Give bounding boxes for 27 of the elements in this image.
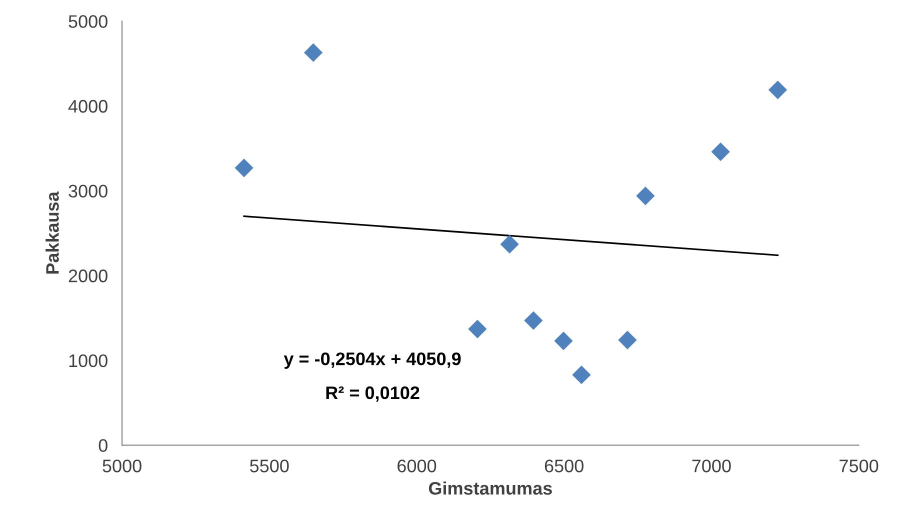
point <box>234 158 254 178</box>
y-tick-label: 2000 <box>68 270 108 282</box>
y-tick-label: 5000 <box>68 15 108 28</box>
x-tick-label: 7000 <box>692 460 731 472</box>
x-tick-label: 5500 <box>250 460 289 472</box>
y-tick-label: 1000 <box>69 354 108 368</box>
annotation: R² = 0,0102 <box>326 386 420 402</box>
point <box>636 186 655 206</box>
y-axis-title: Pakkausa <box>46 191 59 274</box>
y-tick-label: 0 <box>98 439 108 452</box>
point <box>618 330 637 350</box>
point <box>500 234 519 254</box>
x-axis-title: Gimstamumas <box>428 481 552 495</box>
point <box>554 332 573 350</box>
x-tick-label: 7500 <box>840 460 878 472</box>
point <box>572 366 591 384</box>
x-tick-label: 5000 <box>102 460 142 472</box>
y-tick-label: 4000 <box>68 100 108 113</box>
x-tick-label: 6500 <box>544 460 584 472</box>
point <box>524 311 543 330</box>
point <box>468 320 487 338</box>
point <box>711 142 730 162</box>
x-tick-label: 6000 <box>398 460 436 472</box>
point <box>304 43 323 62</box>
annotation: y = -0,2504x + 4050,9 <box>284 352 461 369</box>
y-tick-label: 3000 <box>68 184 108 198</box>
point <box>768 80 788 100</box>
